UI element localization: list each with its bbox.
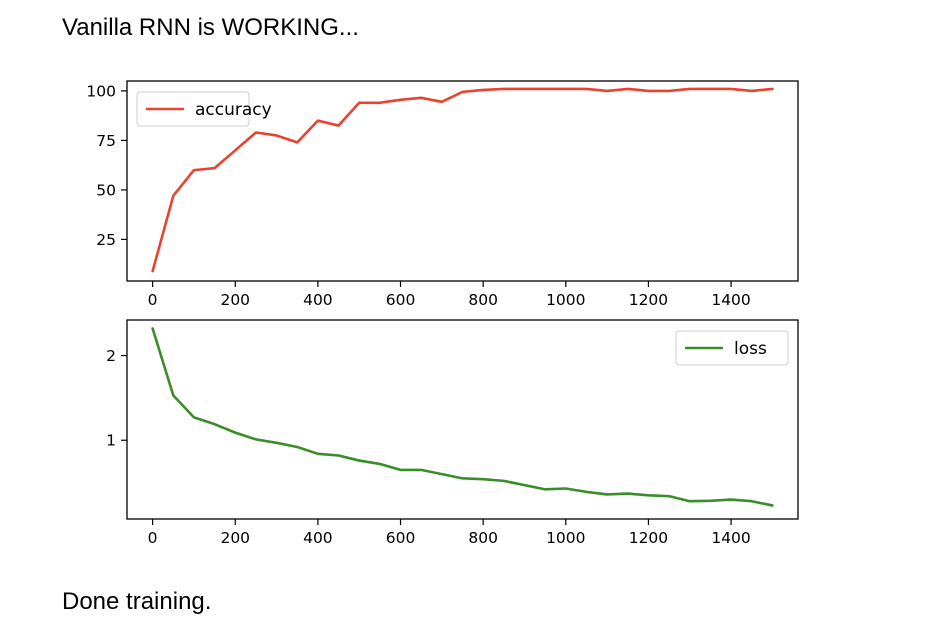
x-tick-label: 1000 [546,529,585,547]
legend-box [136,91,250,127]
y-tick-label: 25 [96,231,116,249]
x-tick-label: 1200 [629,291,668,309]
legend-label: accuracy [195,100,272,120]
legend-box [675,330,789,366]
x-tick-label: 600 [386,529,416,547]
loss-chart: 0 200 400 600 800 1000 1200 1400 1 2 loss [106,319,799,547]
y-tick-label: 1 [106,432,116,450]
x-tick-label: 1400 [711,529,750,547]
legend: loss [675,330,789,366]
x-tick-label: 200 [220,529,250,547]
x-tick-label: 1400 [711,291,750,309]
plot-frame [126,80,799,282]
x-tick-label: 400 [303,291,333,309]
y-tick-label: 50 [96,181,116,199]
x-tick-label: 1000 [546,291,585,309]
x-tick-label: 0 [148,291,158,309]
series-line-loss [151,327,774,507]
plot-frame [126,319,799,520]
x-tick-label: 600 [386,291,416,309]
legend-label: loss [734,339,767,359]
x-tick-label: 800 [468,291,498,309]
status-working-text: Vanilla RNN is WORKING... [62,14,359,41]
y-tick-label: 2 [106,347,116,365]
x-tick-label: 200 [220,291,250,309]
series-line-accuracy [151,87,774,273]
y-tick-label: 75 [96,132,116,150]
accuracy-chart: 0 200 400 600 800 1000 1200 1400 25 50 75 100 accura… [86,80,799,309]
legend: accuracy [136,91,272,127]
status-done-text: Done training. [62,588,212,615]
x-tick-label: 400 [303,529,333,547]
x-tick-label: 800 [468,529,498,547]
y-tick-label: 100 [86,82,116,100]
x-tick-label: 0 [148,529,158,547]
x-tick-label: 1200 [629,529,668,547]
